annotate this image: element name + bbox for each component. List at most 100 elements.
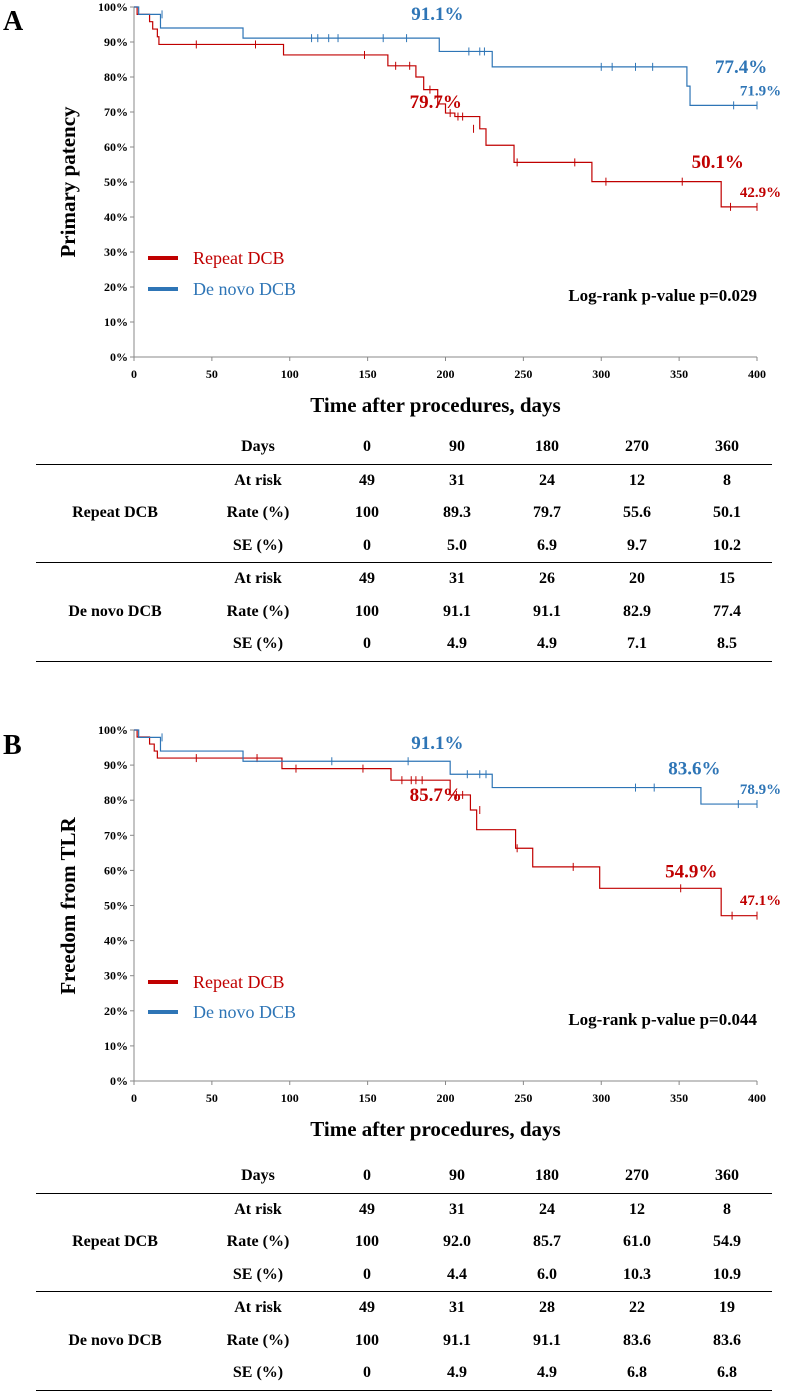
table-header-blank (36, 1160, 194, 1194)
chart-b-x-tick-label: 300 (592, 1091, 610, 1105)
table-header-days: Days (194, 1160, 322, 1194)
chart-a-legend-label: Repeat DCB (193, 248, 285, 268)
chart-a-legend-label: De novo DCB (193, 279, 296, 299)
table-stat-label: At risk (234, 1200, 282, 1218)
table-stat-label: SE (%) (194, 529, 322, 563)
chart-a-y-axis-title: Primary patency (56, 106, 80, 258)
chart-a-y-tick-label: 40% (104, 210, 128, 224)
risk-table-b: Days 0 90 180 270 360 At risk 49 31 24 12 8 Repeat D… (36, 1160, 772, 1391)
chart-a-y-tick-label: 50% (104, 175, 128, 189)
panel-letter-b: B (3, 730, 22, 761)
table-cell: 61.0 (623, 1233, 651, 1251)
table-cell: 8 (723, 1200, 731, 1218)
table-cell: 91.1 (443, 1331, 471, 1349)
chart-b-annotation-label: 78.9% (740, 782, 781, 798)
chart-a-annotation-label: 42.9% (740, 185, 781, 201)
chart-b-logrank-text: Log-rank p-value p=0.044 (568, 1010, 757, 1029)
chart-a-x-tick-label: 300 (592, 367, 610, 381)
table-stat-label: At risk (234, 570, 282, 588)
table-stat-label: Rate (%) (226, 504, 290, 522)
table-cell: 6.0 (502, 1258, 592, 1292)
table-stat-label: Rate (%) (226, 1233, 290, 1251)
table-group-label: De novo DCB (68, 602, 162, 620)
chart-b-y-axis-title: Freedom from TLR (56, 817, 80, 995)
table-header-day-value: 270 (592, 431, 682, 465)
table-row: At risk 49 31 24 12 8 (36, 1193, 772, 1226)
table-cell: 49 (359, 471, 375, 489)
table-group-label: De novo DCB (68, 1331, 162, 1349)
table-header-row: Days 0 90 180 270 360 (36, 1160, 772, 1194)
km-chart-b: B 0% 10% 20% 30% 40% 50% 60% 70% 80% 90% 100% 0 50 10… (3, 723, 781, 1141)
table-stat-label: At risk (234, 1299, 282, 1317)
table-cell: 12 (629, 471, 645, 489)
chart-b-y-tick-label: 10% (104, 1039, 128, 1053)
table-cell: 22 (629, 1299, 645, 1317)
chart-a-y-tick-label: 10% (104, 315, 128, 329)
chart-b-series-repeat-dcb-line (134, 729, 757, 917)
chart-b-x-tick-label: 50 (206, 1091, 218, 1105)
table-group-label (36, 464, 194, 497)
table-group-label: Repeat DCB (72, 1233, 158, 1251)
table-header-day-value: 360 (682, 1160, 772, 1194)
table-cell: 79.7 (533, 504, 561, 522)
table-cell: 31 (449, 570, 465, 588)
table-cell: 5.0 (412, 529, 502, 563)
table-cell: 0 (322, 1258, 412, 1292)
table-cell: 55.6 (623, 504, 651, 522)
table-cell: 31 (449, 1200, 465, 1218)
chart-a-logrank-text: Log-rank p-value p=0.029 (568, 286, 757, 305)
chart-b-y-tick-label: 80% (104, 793, 128, 807)
chart-b-x-tick-label: 400 (748, 1091, 766, 1105)
chart-b-annotation-label: 83.6% (668, 759, 720, 780)
table-cell: 83.6 (713, 1331, 741, 1349)
table-cell: 19 (719, 1299, 735, 1317)
chart-b-x-tick-label: 100 (281, 1091, 299, 1105)
panel-letter-a: A (3, 6, 24, 37)
table-cell: 100 (355, 504, 379, 522)
table-stat-label: Rate (%) (226, 1331, 290, 1349)
table-cell: 20 (629, 570, 645, 588)
chart-a-x-tick-label: 200 (437, 367, 455, 381)
table-cell: 77.4 (713, 602, 741, 620)
chart-a-annotation-label: 50.1% (692, 152, 744, 173)
chart-a-x-tick-label: 400 (748, 367, 766, 381)
chart-a-x-tick-label: 350 (670, 367, 688, 381)
table-header-day-value: 180 (502, 431, 592, 465)
table-cell: 24 (539, 1200, 555, 1218)
table-cell: 26 (539, 570, 555, 588)
km-chart-a: A 0% 10% 20% 30% 40% 50% 60% 70% 80% 90% 100% 0 50 10… (3, 0, 781, 417)
table-cell: 89.3 (443, 504, 471, 522)
table-cell: 4.4 (412, 1258, 502, 1292)
table-cell: 85.7 (533, 1233, 561, 1251)
table-cell: 6.8 (682, 1357, 772, 1391)
table-header-day-value: 90 (412, 431, 502, 465)
table-header-days: Days (194, 431, 322, 465)
chart-a-x-tick-label: 50 (206, 367, 218, 381)
table-cell: 4.9 (412, 1357, 502, 1391)
chart-b-y-tick-label: 50% (104, 899, 128, 913)
table-stat-label: At risk (234, 471, 282, 489)
chart-b-y-tick-label: 90% (104, 758, 128, 772)
chart-b-x-tick-label: 150 (359, 1091, 377, 1105)
table-cell: 49 (359, 570, 375, 588)
table-cell: 50.1 (713, 504, 741, 522)
table-cell: 49 (359, 1299, 375, 1317)
table-group-label (36, 1292, 194, 1325)
chart-a-x-tick-label: 100 (281, 367, 299, 381)
risk-table-a: Days 0 90 180 270 360 At risk 49 31 24 12 8 Repeat D… (36, 431, 772, 662)
table-row: De novo DCB Rate (%) 100 91.1 91.1 82.9 77.4 (36, 596, 772, 629)
table-cell: 4.9 (412, 628, 502, 662)
table-header-day-value: 0 (322, 1160, 412, 1194)
table-cell: 10.9 (682, 1258, 772, 1292)
table-cell: 9.7 (592, 529, 682, 563)
chart-a-y-tick-label: 100% (98, 0, 128, 14)
table-cell: 8.5 (682, 628, 772, 662)
chart-a-y-tick-label: 30% (104, 245, 128, 259)
table-header-blank (36, 431, 194, 465)
chart-a-series-de-novo-dcb-line (134, 6, 757, 106)
chart-a-annotation-label: 77.4% (715, 57, 767, 78)
table-group-label (36, 628, 194, 662)
chart-b-y-tick-label: 40% (104, 934, 128, 948)
chart-b-x-tick-label: 350 (670, 1091, 688, 1105)
table-stat-label: Rate (%) (226, 602, 290, 620)
